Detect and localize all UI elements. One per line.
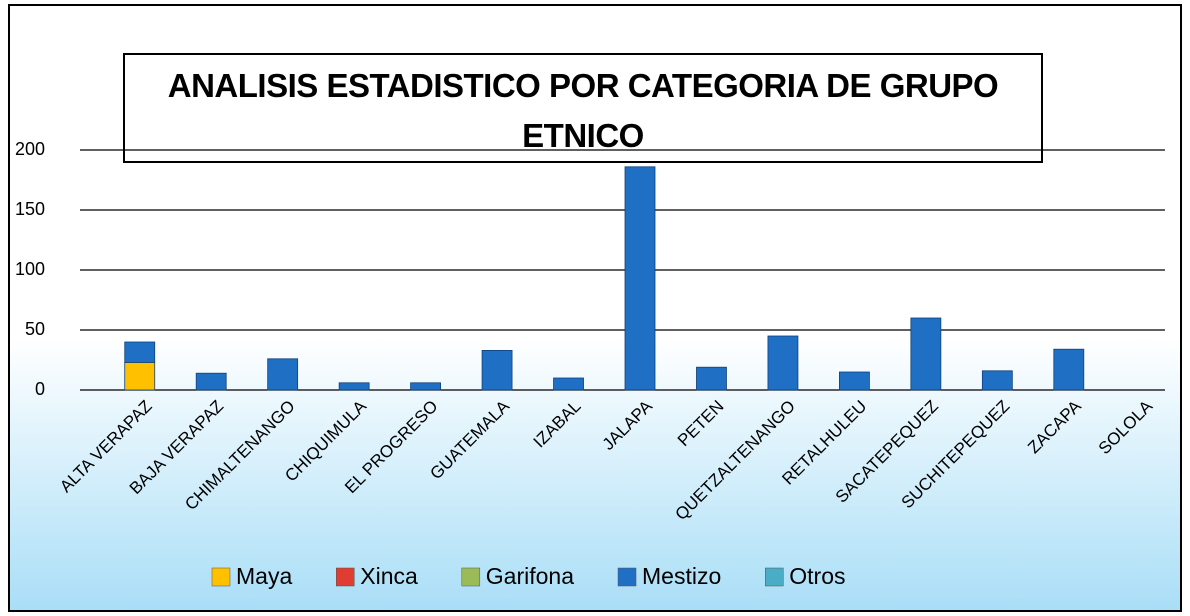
legend-label: Xinca [360, 563, 418, 589]
legend-label: Otros [789, 563, 845, 589]
bar-segment [124, 361, 156, 391]
legend-label: Garifona [486, 563, 574, 589]
legend-swatch [765, 567, 784, 587]
legend-swatch [617, 567, 637, 587]
bar-segment [553, 377, 584, 391]
bar-segment [338, 382, 370, 391]
bar-segment [410, 382, 442, 391]
y-tick-label: 50 [25, 319, 45, 339]
legend-label: Mestizo [642, 563, 721, 589]
bar-segment [195, 372, 227, 391]
bar-segment [481, 349, 513, 391]
legend-swatch [461, 567, 481, 587]
bar-segment [124, 341, 156, 363]
background [8, 4, 1182, 612]
y-tick-label: 0 [35, 379, 45, 399]
bar-segment [624, 166, 656, 391]
y-tick-label: 100 [15, 259, 45, 279]
bar-segment [910, 317, 942, 391]
bar-segment [981, 370, 1013, 391]
chart-title: ANALISIS ESTADISTICO POR CATEGORIA DE GR… [123, 53, 1043, 163]
bar-segment [267, 358, 299, 391]
legend-swatch [336, 567, 355, 587]
bar-segment [1053, 348, 1085, 391]
legend-swatch [211, 567, 231, 587]
legend-label: Maya [236, 563, 292, 589]
y-tick-label: 150 [15, 199, 45, 219]
bar-segment [767, 335, 799, 391]
y-tick-label: 200 [15, 139, 45, 159]
bar-segment [696, 366, 727, 391]
bar-segment [839, 371, 870, 391]
